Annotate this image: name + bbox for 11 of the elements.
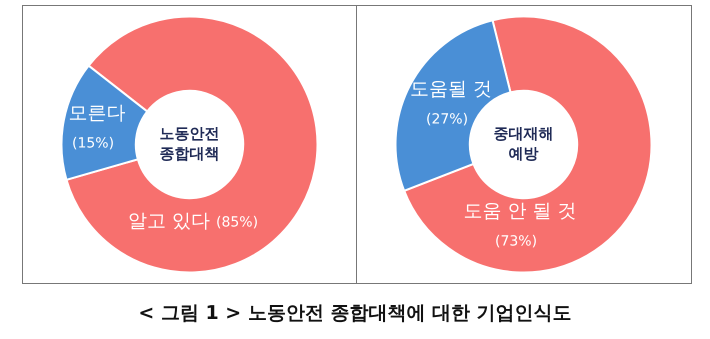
data-label: (15%) bbox=[72, 136, 114, 152]
data-label: (73%) bbox=[494, 234, 538, 250]
text: 중대재해 예방 bbox=[494, 124, 554, 162]
slice-label: 도움 안 될 것 bbox=[463, 200, 577, 222]
slice-label: 도움될 것 bbox=[410, 78, 492, 100]
data-label: (27%) bbox=[426, 112, 468, 128]
text: 노동안전 종합대책 bbox=[160, 124, 220, 162]
slice-label: 모른다 bbox=[68, 102, 126, 124]
slice-label: 알고 있다 bbox=[128, 210, 210, 232]
text: < 그림 1 > 노동안전 종합대책에 대한 기업인식도 bbox=[137, 301, 573, 326]
data-label: (85%) bbox=[216, 214, 258, 231]
